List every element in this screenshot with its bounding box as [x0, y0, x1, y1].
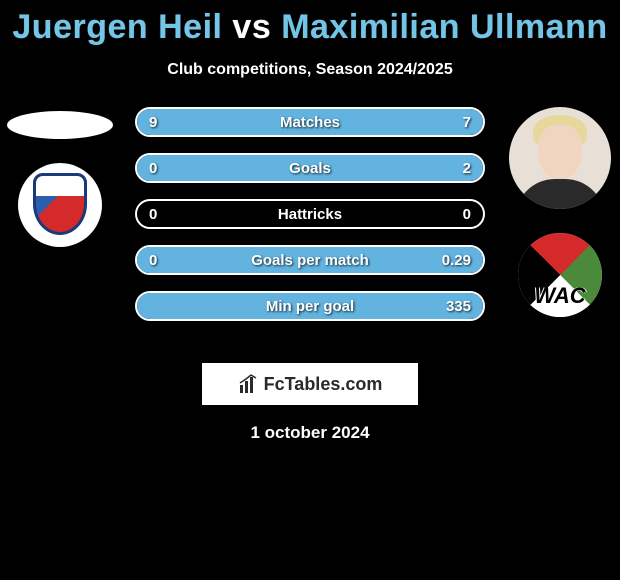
stat-label: Min per goal — [137, 293, 483, 319]
player1-column — [0, 107, 120, 247]
stat-row: 00.29Goals per match — [135, 245, 485, 275]
stat-label: Goals per match — [137, 247, 483, 273]
chart-icon — [238, 373, 260, 395]
title-player2: Maximilian Ullmann — [281, 8, 607, 46]
stat-row: 00Hattricks — [135, 199, 485, 229]
branding-text: FcTables.com — [264, 374, 383, 395]
title-vs: vs — [232, 8, 271, 46]
page-title: Juergen Heil vs Maximilian Ullmann — [0, 0, 620, 47]
stat-row: 02Goals — [135, 153, 485, 183]
subtitle: Club competitions, Season 2024/2025 — [0, 61, 620, 79]
player2-photo — [509, 107, 611, 209]
branding-box: FcTables.com — [202, 363, 418, 405]
stat-label: Hattricks — [137, 201, 483, 227]
player1-photo-placeholder — [7, 111, 113, 139]
player2-club-logo: WAC — [518, 233, 602, 317]
stat-row: 97Matches — [135, 107, 485, 137]
stat-bars: 97Matches 02Goals 00Hattricks 00.29Goals pe… — [135, 107, 485, 337]
wac-logo-text: WAC — [518, 283, 602, 309]
hartberg-shield-icon — [33, 173, 87, 235]
player1-club-logo — [18, 163, 102, 247]
stat-label: Goals — [137, 155, 483, 181]
date-label: 1 october 2024 — [0, 423, 620, 443]
stat-label: Matches — [137, 109, 483, 135]
stat-row: 335Min per goal — [135, 291, 485, 321]
title-player1: Juergen Heil — [12, 8, 222, 46]
comparison-area: WAC 97Matches 02Goals 00Hattricks 00.29Goal… — [0, 107, 620, 357]
player2-column: WAC — [500, 107, 620, 317]
